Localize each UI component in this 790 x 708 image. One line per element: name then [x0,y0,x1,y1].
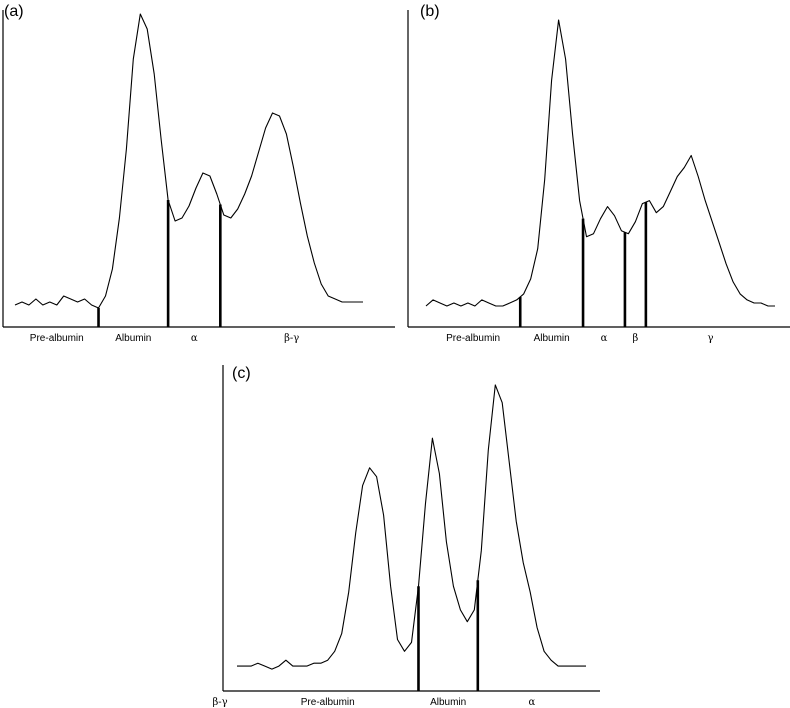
region-label-b-4: β [633,333,639,344]
region-label-b-5: γ [707,333,713,344]
densitometry-trace-b [425,19,775,307]
chart-panel-b: Pre-albumin Albumin α β γ (b) [400,0,790,350]
panel-label-a: (a) [4,3,24,20]
densitometry-trace-c [237,384,586,670]
region-label-a-3: α [191,333,198,344]
region-label-b-3: α [601,333,608,344]
region-label-b-1: Pre-albumin [446,333,500,344]
chart-svg-c: Pre-albumin Albumin α β-γ [212,365,600,708]
chart-svg-a: Pre-albumin Albumin α β-γ [2,10,395,344]
region-label-a-4: β-γ [284,333,299,344]
region-label-c-2: Albumin [430,697,466,708]
region-label-c-4: β-γ [212,697,227,708]
region-label-b-2: Albumin [534,333,570,344]
region-label-a-2: Albumin [115,333,151,344]
region-label-a-1: Pre-albumin [30,333,84,344]
region-label-c-3: α [529,697,536,708]
chart-panel-a: Pre-albumin Albumin α β-γ (a) [0,0,395,350]
chart-svg-b: Pre-albumin Albumin α β γ [407,10,790,344]
densitometry-trace-a [14,13,363,309]
region-label-c-1: Pre-albumin [301,697,355,708]
panel-label-b: (b) [420,3,440,20]
chart-panel-c: Pre-albumin Albumin α β-γ (c) [212,360,600,708]
panel-label-c: (c) [232,365,251,382]
